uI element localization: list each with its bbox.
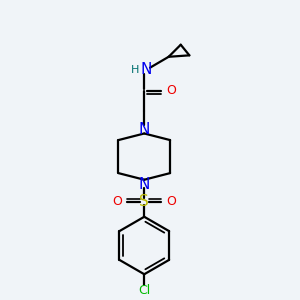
Text: O: O <box>166 84 176 97</box>
Text: N: N <box>141 62 152 77</box>
Text: S: S <box>140 194 149 209</box>
Text: O: O <box>112 195 122 208</box>
Text: Cl: Cl <box>138 284 150 297</box>
Text: H: H <box>131 65 139 75</box>
Text: N: N <box>139 122 150 137</box>
Text: O: O <box>166 195 176 208</box>
Text: N: N <box>139 176 150 191</box>
